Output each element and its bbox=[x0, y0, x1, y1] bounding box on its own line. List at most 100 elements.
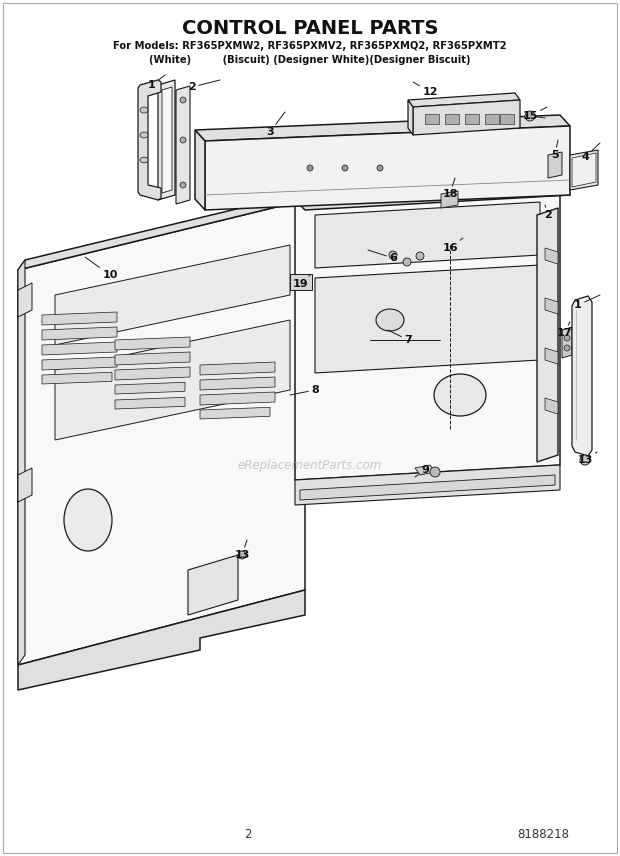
Circle shape bbox=[307, 165, 313, 171]
Polygon shape bbox=[195, 115, 570, 141]
Polygon shape bbox=[18, 468, 32, 502]
Text: 4: 4 bbox=[581, 143, 600, 162]
Ellipse shape bbox=[140, 107, 148, 113]
Text: 1: 1 bbox=[574, 295, 600, 310]
Polygon shape bbox=[18, 200, 305, 665]
Polygon shape bbox=[18, 260, 25, 665]
Polygon shape bbox=[200, 407, 270, 419]
Polygon shape bbox=[195, 130, 205, 210]
Bar bbox=[465, 114, 479, 124]
Text: 19: 19 bbox=[293, 275, 310, 289]
Text: 5: 5 bbox=[551, 140, 559, 160]
Text: 10: 10 bbox=[85, 257, 118, 280]
Bar bbox=[445, 114, 459, 124]
Polygon shape bbox=[562, 327, 572, 358]
Circle shape bbox=[180, 97, 186, 103]
Circle shape bbox=[564, 335, 570, 341]
Text: For Models: RF365PXMW2, RF365PXMV2, RF365PXMQ2, RF365PXMT2: For Models: RF365PXMW2, RF365PXMV2, RF36… bbox=[113, 41, 507, 51]
Polygon shape bbox=[115, 397, 185, 409]
Text: 8188218: 8188218 bbox=[517, 829, 569, 841]
Text: eReplacementParts.com: eReplacementParts.com bbox=[238, 459, 382, 472]
Polygon shape bbox=[138, 80, 161, 200]
Polygon shape bbox=[55, 245, 290, 345]
Text: 16: 16 bbox=[442, 238, 463, 253]
Text: 3: 3 bbox=[266, 112, 285, 137]
Polygon shape bbox=[200, 362, 275, 375]
Polygon shape bbox=[548, 152, 562, 178]
Polygon shape bbox=[115, 383, 185, 394]
Text: 15: 15 bbox=[522, 107, 547, 121]
Polygon shape bbox=[188, 555, 238, 615]
Polygon shape bbox=[42, 372, 112, 384]
Text: 2: 2 bbox=[244, 829, 252, 841]
Polygon shape bbox=[545, 398, 558, 414]
Polygon shape bbox=[18, 590, 305, 690]
Polygon shape bbox=[162, 87, 172, 193]
Polygon shape bbox=[115, 367, 190, 380]
Circle shape bbox=[580, 455, 590, 465]
Polygon shape bbox=[158, 80, 175, 200]
Polygon shape bbox=[200, 392, 275, 405]
Polygon shape bbox=[295, 185, 570, 210]
Text: 12: 12 bbox=[413, 82, 438, 97]
Polygon shape bbox=[413, 100, 520, 135]
Polygon shape bbox=[115, 337, 190, 350]
Polygon shape bbox=[42, 312, 117, 325]
Polygon shape bbox=[205, 126, 570, 210]
Circle shape bbox=[525, 111, 535, 121]
Polygon shape bbox=[42, 342, 117, 355]
Polygon shape bbox=[200, 377, 275, 390]
Text: 17: 17 bbox=[556, 322, 572, 338]
Polygon shape bbox=[295, 185, 560, 480]
Polygon shape bbox=[572, 296, 592, 456]
Polygon shape bbox=[572, 153, 596, 187]
Circle shape bbox=[430, 467, 440, 477]
Circle shape bbox=[342, 165, 348, 171]
Polygon shape bbox=[18, 190, 315, 270]
Polygon shape bbox=[570, 150, 598, 190]
Polygon shape bbox=[408, 93, 520, 107]
Polygon shape bbox=[537, 208, 558, 462]
Text: 1: 1 bbox=[148, 75, 165, 90]
Text: 7: 7 bbox=[388, 330, 412, 345]
Ellipse shape bbox=[140, 157, 148, 163]
Text: 18: 18 bbox=[442, 178, 458, 199]
Bar bbox=[290, 274, 312, 290]
Polygon shape bbox=[300, 475, 555, 500]
Bar bbox=[485, 114, 499, 124]
Polygon shape bbox=[545, 298, 558, 314]
Polygon shape bbox=[55, 320, 290, 440]
Circle shape bbox=[377, 165, 383, 171]
Text: 2: 2 bbox=[544, 205, 552, 220]
Polygon shape bbox=[408, 100, 413, 135]
Text: 13: 13 bbox=[577, 452, 597, 465]
Polygon shape bbox=[315, 265, 540, 373]
Text: 8: 8 bbox=[290, 385, 319, 395]
Text: 6: 6 bbox=[368, 250, 397, 263]
Text: 9: 9 bbox=[415, 465, 429, 477]
Text: 2: 2 bbox=[188, 80, 220, 92]
Bar bbox=[425, 114, 439, 124]
Polygon shape bbox=[441, 191, 458, 208]
Circle shape bbox=[180, 137, 186, 143]
Bar bbox=[500, 114, 514, 124]
Text: CONTROL PANEL PARTS: CONTROL PANEL PARTS bbox=[182, 19, 438, 38]
Circle shape bbox=[238, 551, 246, 559]
Circle shape bbox=[403, 258, 411, 266]
Polygon shape bbox=[415, 465, 435, 475]
Circle shape bbox=[416, 252, 424, 260]
Text: 13: 13 bbox=[234, 540, 250, 560]
Polygon shape bbox=[42, 327, 117, 340]
Ellipse shape bbox=[140, 132, 148, 138]
Polygon shape bbox=[18, 283, 32, 317]
Circle shape bbox=[389, 251, 397, 259]
Polygon shape bbox=[295, 465, 560, 505]
Polygon shape bbox=[545, 348, 558, 364]
Ellipse shape bbox=[434, 374, 486, 416]
Polygon shape bbox=[42, 357, 117, 370]
Circle shape bbox=[180, 182, 186, 188]
Polygon shape bbox=[115, 352, 190, 365]
Polygon shape bbox=[176, 86, 190, 204]
Polygon shape bbox=[315, 202, 540, 268]
Circle shape bbox=[564, 345, 570, 351]
